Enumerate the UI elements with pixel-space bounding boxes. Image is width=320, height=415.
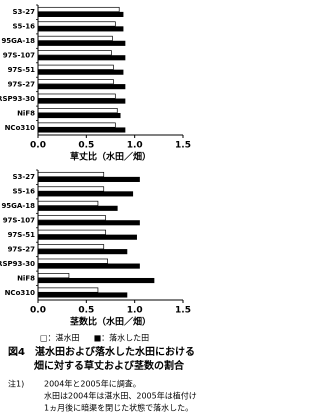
y-tick-label: NiF8 <box>17 109 35 117</box>
y-tick-label: S5-16 <box>12 188 35 196</box>
y-tick-label: NiF8 <box>17 274 35 282</box>
bar <box>37 64 114 70</box>
bar <box>37 50 112 56</box>
bar <box>37 6 120 13</box>
y-tick-label: 97S-51 <box>8 66 36 74</box>
x-tick-label: 0.5 <box>78 306 94 316</box>
bar <box>37 234 137 240</box>
bar <box>37 176 140 182</box>
x-tick-label: 1.0 <box>127 141 143 151</box>
bar <box>37 277 155 284</box>
bar <box>37 108 118 114</box>
x-tick-label: 0.5 <box>78 141 94 151</box>
legend-entry: ■：落水した田 <box>94 333 150 343</box>
x-tick-label: 0.0 <box>30 306 46 316</box>
bar <box>37 292 128 298</box>
y-tick-label: 97S-27 <box>8 80 36 88</box>
bar <box>37 26 124 32</box>
bar <box>37 258 108 264</box>
y-tick-label: NCo310 <box>5 289 36 297</box>
x-tick-label: 1.5 <box>175 306 191 316</box>
y-tick-label: KRSP93-30 <box>0 260 35 268</box>
y-tick-label: KRSP93-30 <box>0 95 35 103</box>
bar <box>37 40 126 46</box>
bar <box>37 220 140 226</box>
bar <box>37 263 140 269</box>
note-line: 水田は2004年は湛水田、2005年は植付け <box>44 391 197 401</box>
bar <box>37 55 126 61</box>
bar <box>37 215 107 221</box>
x-tick-label: 1.0 <box>127 306 143 316</box>
x-axis-label: 草丈比（水田／畑） <box>70 151 151 163</box>
bar <box>37 79 114 85</box>
note-line: 2004年と2005年に調査。 <box>44 379 141 389</box>
bar <box>37 93 116 99</box>
bar <box>37 249 128 255</box>
y-tick-label: 95GA-18 <box>1 37 35 45</box>
caption-line: 畑に対する草丈および茎数の割合 <box>34 359 185 372</box>
figure: 図4 湛水田および落水した水田における 畑に対する草丈および茎数の割合 注1) … <box>0 4 197 413</box>
legend-entry: □：湛水田 <box>40 333 80 343</box>
bar <box>37 191 134 197</box>
bar <box>37 205 118 211</box>
y-tick-label: 97S-51 <box>8 231 36 239</box>
bar <box>37 171 105 178</box>
bar <box>37 127 126 133</box>
bar <box>37 11 124 17</box>
bar <box>37 122 116 128</box>
bar <box>37 200 99 206</box>
bar <box>37 229 107 235</box>
y-tick-label: S5-16 <box>12 23 35 31</box>
bar <box>37 98 126 104</box>
bar <box>37 112 121 119</box>
bar <box>37 287 99 293</box>
y-tick-label: NCo310 <box>5 124 36 132</box>
y-tick-label: S3-27 <box>12 173 35 181</box>
x-axis-label: 茎数比（水田／畑） <box>70 316 151 328</box>
bar <box>37 35 113 41</box>
x-tick-label: 1.5 <box>175 141 191 151</box>
y-tick-label: 97S-107 <box>3 217 35 225</box>
y-tick-label: 97S-107 <box>3 52 35 60</box>
bar <box>37 273 70 279</box>
bar <box>37 21 116 27</box>
bar <box>37 84 126 90</box>
note-label: 注1) <box>8 379 24 389</box>
y-tick-label: 97S-27 <box>8 245 36 253</box>
x-tick-label: 0.0 <box>30 141 46 151</box>
y-tick-label: 95GA-18 <box>1 202 35 210</box>
bar <box>37 244 105 250</box>
caption-line: 図4 湛水田および落水した水田における <box>8 345 195 358</box>
bar <box>37 186 105 192</box>
y-tick-label: S3-27 <box>12 8 35 16</box>
bar <box>37 69 124 75</box>
note-line: 1ヵ月後に暗渠を閉じた状態で落水した。 <box>44 403 193 413</box>
